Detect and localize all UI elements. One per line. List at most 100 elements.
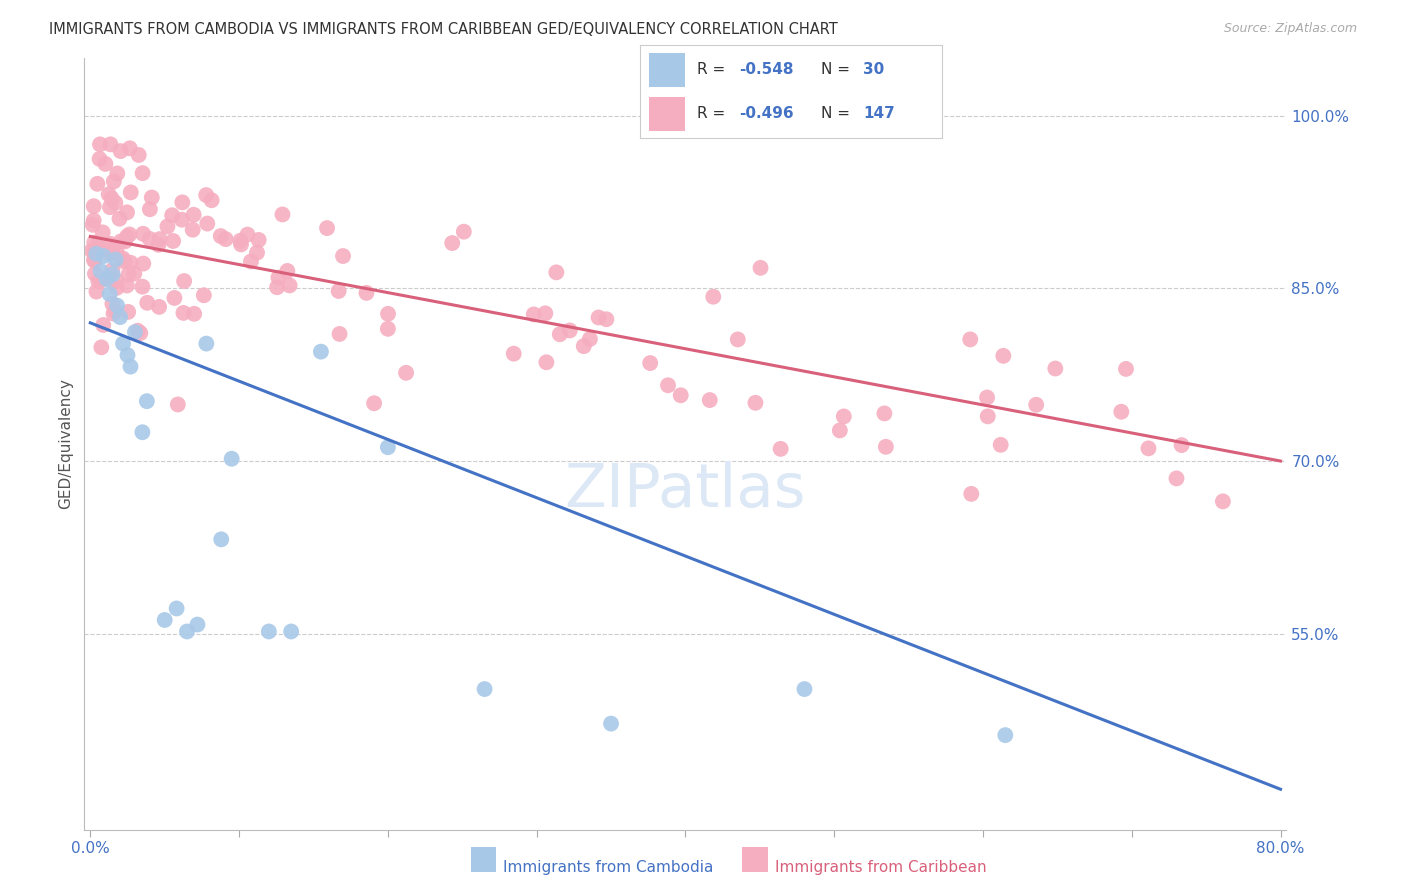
Point [1111,405,1133,419]
Point [195,336,218,351]
Text: -0.548: -0.548 [740,62,794,78]
Point [110,235,132,249]
Point [139,202,162,217]
Point [84,246,107,260]
Point [309,344,332,359]
Point [98,287,121,301]
Point [115,229,138,244]
Point [229,237,252,252]
Point [90,241,112,255]
Point [193,288,215,302]
Point [166,601,188,615]
Point [793,681,815,696]
Point [129,326,152,340]
Point [579,332,602,346]
FancyBboxPatch shape [648,97,685,131]
Point [215,232,238,246]
Point [124,325,146,339]
Text: R =: R = [697,106,730,121]
Point [474,681,496,696]
Point [104,252,127,267]
Point [1025,398,1047,412]
Point [94,157,117,171]
Point [960,487,983,501]
Point [536,355,558,369]
Point [186,617,208,632]
Point [976,391,998,405]
Point [93,249,115,263]
Point [120,256,142,270]
Point [727,333,749,347]
Point [959,332,981,346]
Point [162,234,184,248]
Point [267,270,290,285]
Point [502,346,524,360]
Point [118,141,141,155]
Point [377,440,399,454]
Point [96,271,118,285]
Point [135,394,157,409]
Point [1170,438,1192,452]
Point [118,227,141,242]
Point [523,307,546,321]
Text: ZIPatlas: ZIPatlas [565,460,806,519]
Point [89,137,111,152]
Point [195,188,218,202]
Point [453,225,475,239]
Text: IMMIGRANTS FROM CAMBODIA VS IMMIGRANTS FROM CARIBBEAN GED/EQUIVALENCY CORRELATIO: IMMIGRANTS FROM CAMBODIA VS IMMIGRANTS F… [49,22,838,37]
Point [131,425,153,440]
Point [89,274,111,288]
Point [316,221,339,235]
Point [176,624,198,639]
Point [83,235,105,250]
Point [105,281,128,295]
Point [209,533,232,547]
Point [170,212,193,227]
Point [124,267,146,281]
Point [534,306,557,320]
Point [181,222,204,236]
Point [546,265,568,279]
Point [100,191,122,205]
Point [108,310,131,324]
Point [96,272,118,286]
Point [117,268,139,282]
Point [128,148,150,162]
Y-axis label: GED/Equivalency: GED/Equivalency [58,378,73,509]
Point [101,268,124,282]
Point [201,193,224,207]
Point [278,278,301,293]
Point [115,278,138,293]
Point [111,252,134,266]
Point [558,323,581,337]
Text: R =: R = [697,62,730,78]
Point [588,310,610,325]
Point [83,245,105,260]
Point [97,187,120,202]
Point [117,305,139,319]
Point [131,279,153,293]
Point [108,211,131,226]
Point [395,366,418,380]
Point [377,307,399,321]
Point [600,716,623,731]
Point [356,285,378,300]
Point [363,396,385,410]
Point [990,438,1012,452]
Point [87,237,110,252]
Point [257,624,280,639]
Text: Immigrants from Caribbean: Immigrants from Caribbean [775,860,987,874]
Point [148,300,170,314]
Point [276,264,298,278]
Point [132,256,155,270]
Point [83,253,105,268]
Point [209,229,232,244]
Point [120,359,142,374]
Point [80,244,103,258]
Point [90,340,112,354]
Point [280,624,302,639]
Point [1212,494,1234,508]
Point [699,393,721,408]
Point [105,245,128,260]
Point [229,234,252,248]
